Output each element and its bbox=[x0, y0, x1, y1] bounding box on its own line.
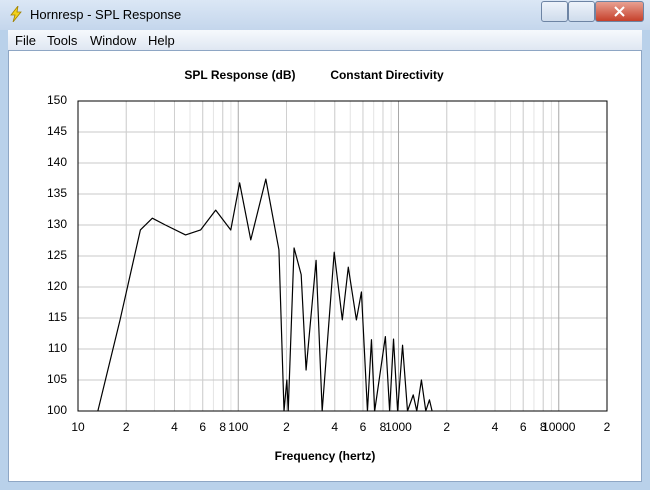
maximize-button[interactable] bbox=[568, 1, 595, 22]
y-tick-label: 130 bbox=[47, 217, 67, 231]
y-tick-label: 150 bbox=[47, 93, 67, 107]
x-tick-label: 8 bbox=[219, 420, 226, 434]
x-tick-label: 10000 bbox=[542, 420, 576, 434]
title-bar: Hornresp - SPL Response bbox=[0, 0, 650, 30]
x-tick-label: 4 bbox=[331, 420, 338, 434]
x-tick-label: 6 bbox=[520, 420, 527, 434]
y-tick-label: 120 bbox=[47, 279, 67, 293]
y-tick-label: 105 bbox=[47, 372, 67, 386]
menu-item[interactable]: Window bbox=[90, 33, 137, 48]
y-tick-label: 110 bbox=[48, 341, 67, 355]
close-button[interactable] bbox=[595, 1, 644, 22]
x-tick-label: 1000 bbox=[385, 420, 412, 434]
chart-title: SPL Response (dB) bbox=[184, 68, 295, 82]
menu-item[interactable]: Tools bbox=[47, 33, 78, 48]
x-tick-label: 100 bbox=[228, 420, 248, 434]
close-icon bbox=[614, 6, 625, 17]
x-tick-label: 2 bbox=[283, 420, 290, 434]
x-tick-label: 8 bbox=[380, 420, 387, 434]
y-tick-label: 135 bbox=[47, 186, 67, 200]
data-line bbox=[97, 178, 433, 412]
x-tick-label: 6 bbox=[199, 420, 206, 434]
x-axis-label: Frequency (hertz) bbox=[275, 449, 376, 463]
y-tick-label: 100 bbox=[47, 403, 67, 417]
x-tick-label: 2 bbox=[443, 420, 450, 434]
y-tick-label: 145 bbox=[47, 124, 67, 138]
app-icon bbox=[10, 6, 22, 22]
minimize-button[interactable] bbox=[541, 1, 568, 22]
x-tick-label: 8 bbox=[540, 420, 547, 434]
y-tick-label: 125 bbox=[47, 248, 67, 262]
y-tick-label: 115 bbox=[48, 310, 67, 324]
x-tick-label: 6 bbox=[360, 420, 367, 434]
menu-item[interactable]: Help bbox=[148, 33, 175, 48]
x-tick-label: 10 bbox=[71, 420, 85, 434]
x-tick-label: 4 bbox=[171, 420, 178, 434]
y-tick-label: 140 bbox=[47, 155, 67, 169]
x-tick-label: 4 bbox=[492, 420, 499, 434]
x-tick-label: 2 bbox=[604, 420, 611, 434]
menu-item[interactable]: File bbox=[15, 33, 36, 48]
plot-border bbox=[77, 100, 608, 412]
chart-subtitle: Constant Directivity bbox=[330, 68, 444, 82]
x-tick-label: 2 bbox=[123, 420, 130, 434]
menu-bar: File Tools Window Help bbox=[8, 30, 642, 50]
window-title: Hornresp - SPL Response bbox=[30, 7, 182, 22]
